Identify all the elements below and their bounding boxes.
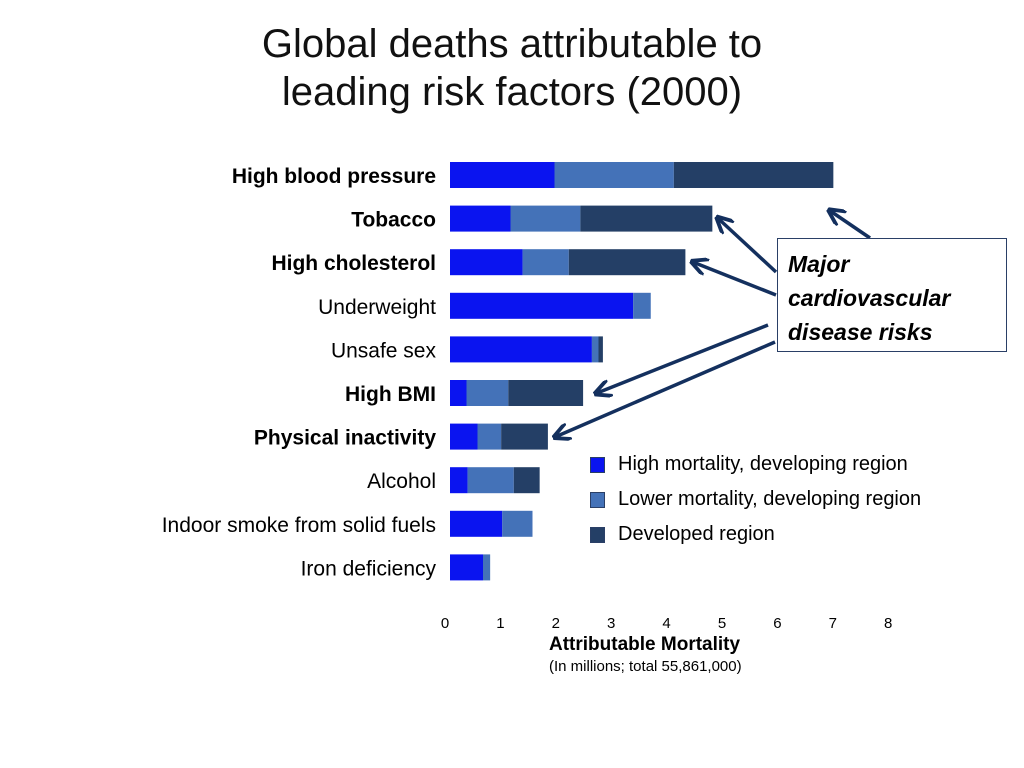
bars (450, 162, 834, 581)
callout-arrow-high-blood-pressure (830, 211, 871, 240)
callout-line-2: cardiovascular (788, 285, 951, 311)
bar-segment-tobacco-series-1 (510, 205, 581, 232)
bar-segment-high-blood-pressure-series-1 (554, 162, 674, 188)
category-label-iron-deficiency: Iron deficiency (301, 557, 437, 580)
x-tick-label-4: 4 (662, 615, 670, 632)
x-tick-label-1: 1 (496, 615, 504, 632)
category-label-tobacco: Tobacco (351, 209, 436, 232)
bar-segment-unsafe-sex-series-0 (450, 336, 592, 363)
chart-title-line-1: Global deaths attributable to (261, 22, 763, 66)
callout-line-1: Major (788, 251, 850, 277)
chart-title-line-2: leading risk factors (2000) (281, 70, 743, 114)
category-label-high-cholesterol: High cholesterol (271, 252, 436, 275)
legend-swatch-developed (590, 527, 605, 543)
bar-segment-high-blood-pressure-series-0 (450, 162, 555, 188)
x-axis-ticks: 0 1 2 3 4 5 6 7 8 (441, 615, 893, 632)
x-tick-label-7: 7 (829, 615, 837, 632)
callout-arrow-physical-inactivity (556, 340, 776, 437)
category-label-underweight: Underweight (318, 296, 436, 319)
legend-swatch-lower-mortality (590, 492, 605, 508)
bar-segment-tobacco-series-0 (450, 205, 511, 232)
callout-arrows (556, 211, 871, 437)
bar-segment-physical-inactivity-series-0 (450, 423, 478, 450)
category-labels: High blood pressure Tobacco High cholester… (162, 165, 437, 580)
legend-swatch-high-mortality (590, 457, 605, 473)
bar-segment-high-cholesterol-series-1 (522, 249, 569, 276)
callout-arrow-high-cholesterol (693, 262, 777, 297)
bar-segment-high-bmi-series-1 (466, 380, 509, 406)
category-label-physical-inactivity: Physical inactivity (254, 427, 436, 450)
bar-segment-alcohol-series-1 (467, 467, 514, 494)
callout-arrow-tobacco (718, 219, 778, 274)
bar-segment-physical-inactivity-series-1 (477, 423, 502, 450)
category-label-indoor-smoke-from-solid-fuels: Indoor smoke from solid fuels (162, 514, 436, 537)
category-label-alcohol: Alcohol (367, 470, 436, 493)
category-label-high-bmi: High BMI (345, 383, 436, 406)
bar-segment-unsafe-sex-series-1 (591, 336, 599, 363)
bar-segment-high-cholesterol-series-2 (568, 249, 686, 276)
x-tick-label-3: 3 (607, 615, 615, 632)
legend-label-developed: Developed region (618, 523, 775, 545)
bar-segment-high-cholesterol-series-0 (450, 249, 523, 276)
legend-label-lower-mortality: Lower mortality, developing region (618, 488, 922, 510)
x-tick-label-8: 8 (884, 615, 892, 632)
callout-line-3: disease risks (788, 319, 933, 345)
x-tick-label-2: 2 (552, 615, 560, 632)
bar-segment-high-bmi-series-0 (450, 380, 467, 406)
bar-segment-unsafe-sex-series-2 (598, 336, 603, 363)
bar-segment-underweight-series-1 (633, 292, 651, 319)
bar-segment-alcohol-series-0 (450, 467, 468, 494)
bar-segment-high-blood-pressure-series-2 (673, 162, 834, 188)
bar-segment-underweight-series-0 (450, 292, 634, 319)
x-axis-title: Attributable Mortality (549, 634, 741, 655)
category-label-high-blood-pressure: High blood pressure (232, 165, 436, 188)
callout-box: Major cardiovascular disease risks (777, 238, 1007, 352)
category-label-unsafe-sex: Unsafe sex (331, 339, 437, 362)
bar-segment-iron-deficiency-series-0 (450, 554, 483, 581)
bar-segment-iron-deficiency-series-1 (483, 554, 491, 581)
callout-arrow-high-bmi (597, 323, 769, 393)
bar-segment-physical-inactivity-series-2 (501, 423, 548, 450)
chart-title: Global deaths attributable to leading ri… (0, 20, 1024, 116)
bar-segment-tobacco-series-2 (580, 205, 713, 232)
bar-segment-high-bmi-series-2 (508, 380, 584, 406)
x-tick-label-6: 6 (773, 615, 781, 632)
bar-segment-indoor-smoke-from-solid-fuels-series-1 (502, 510, 533, 537)
x-tick-label-0: 0 (441, 615, 449, 632)
bar-segment-alcohol-series-2 (513, 467, 540, 494)
x-tick-label-5: 5 (718, 615, 726, 632)
legend-label-high-mortality: High mortality, developing region (618, 453, 908, 475)
x-axis-subtitle: (In millions; total 55,861,000) (549, 658, 742, 675)
bar-segment-indoor-smoke-from-solid-fuels-series-0 (450, 510, 503, 537)
